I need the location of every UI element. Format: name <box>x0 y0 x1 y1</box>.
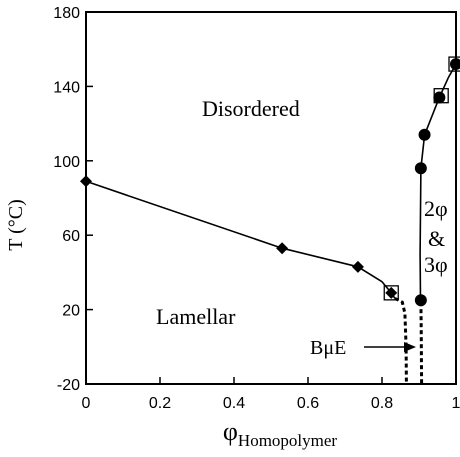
x-tick-label: 0.2 <box>149 395 171 412</box>
y-tick-label: 20 <box>62 303 80 320</box>
x-axis-label-subscript: Homopolymer <box>238 431 337 450</box>
y-axis-label: T (°C) <box>5 199 27 251</box>
bme-arrow <box>364 342 416 352</box>
y-tick-label: 140 <box>53 79 80 96</box>
region-label-lamellar: Lamellar <box>156 304 236 329</box>
x-tick-label: 0.8 <box>371 395 393 412</box>
boundary-line-0 <box>85 180 396 299</box>
region-label-two-phase: 2φ <box>424 196 448 221</box>
x-tick-label: 0.4 <box>223 395 245 412</box>
x-tick-label: 0.6 <box>297 395 319 412</box>
region-label-amp: & <box>428 226 445 251</box>
circle-marker-2 <box>418 128 431 141</box>
diamond-marker-1 <box>276 242 289 255</box>
diamond-marker-3 <box>385 286 398 299</box>
axis-ticks: 0 0.2 0.4 0.6 0.8 1 -20 20 60 100 140 180 <box>53 5 460 412</box>
region-label-bme: BμE <box>310 337 346 359</box>
y-tick-label: 60 <box>62 228 80 245</box>
y-tick-label: -20 <box>57 377 80 394</box>
region-label-three-phase: 3φ <box>424 252 448 277</box>
plot-frame <box>85 11 457 385</box>
open-square-marker-0 <box>383 285 399 301</box>
data-markers <box>80 56 460 307</box>
diamond-marker-2 <box>351 260 364 273</box>
boundary-line-3 <box>419 168 422 303</box>
x-axis-label-symbol: φ <box>223 417 238 446</box>
boundary-line-2 <box>420 63 457 169</box>
dotted-boundary-line-1 <box>394 297 408 385</box>
dotted-boundary-line-4 <box>419 302 424 385</box>
x-tick-label: 0 <box>82 395 91 412</box>
circle-marker-1 <box>414 162 427 175</box>
y-tick-label: 100 <box>53 154 80 171</box>
circle-marker-3 <box>433 91 446 104</box>
circle-marker-0 <box>414 294 427 307</box>
x-tick-label: 1 <box>452 395 460 412</box>
y-tick-label: 180 <box>53 5 80 22</box>
region-label-disordered: Disordered <box>202 96 300 121</box>
x-axis-label: φHomopolymer <box>223 417 338 450</box>
open-square-marker-1 <box>433 88 449 104</box>
